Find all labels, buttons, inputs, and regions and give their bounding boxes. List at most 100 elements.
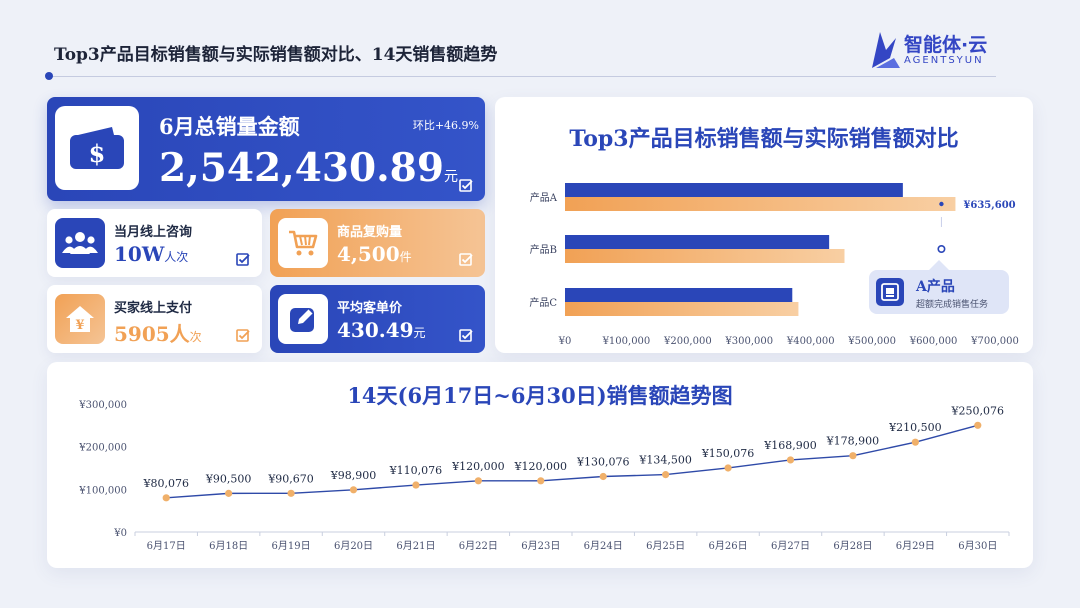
line-data-label: ¥168,900 <box>763 439 817 452</box>
tooltip-subtitle: 超额完成销售任务 <box>916 300 989 310</box>
bar-chart-panel: Top3产品目标销售额与实际销售额对比 产品A ¥635,600 产品B 产品C ¥0 ¥… <box>495 97 1033 353</box>
line-x-tick: 6月25日 <box>646 540 685 552</box>
bar-x-tick: ¥300,000 <box>724 336 773 347</box>
line-data-label: ¥250,076 <box>951 404 1005 417</box>
bar-x-tick: ¥0 <box>558 336 572 347</box>
line-point <box>849 452 857 460</box>
yuan-house-icon: ¥ <box>55 294 105 344</box>
check-icon <box>236 253 250 266</box>
kpi-online-payment-card: ¥ 买家线上支付 5905人次 <box>47 285 262 353</box>
kpi-total-sales-value: 2,542,430.89元 <box>159 145 458 191</box>
line-point <box>911 438 919 446</box>
bar-actual-2 <box>565 302 799 316</box>
kpi-repurchase-unit: 件 <box>399 250 412 264</box>
kpi-online-payment-label: 买家线上支付 <box>114 301 193 316</box>
safe-icon <box>876 278 904 306</box>
bar-callout-dot <box>937 245 946 254</box>
kpi-online-consult-value: 10W人次 <box>114 242 188 266</box>
bar-marker-dot <box>939 201 944 207</box>
kpi-avg-order-label: 平均客单价 <box>337 301 403 316</box>
line-point <box>474 477 482 485</box>
line-x-tick: 6月27日 <box>771 540 810 552</box>
bar-category-label: 产品B <box>530 243 557 256</box>
line-x-tick: 6月28日 <box>833 540 872 552</box>
line-point <box>349 486 358 494</box>
line-x-tick: 6月17日 <box>147 540 186 552</box>
kpi-avg-order-unit: 元 <box>413 326 426 340</box>
bar-x-tick: ¥600,000 <box>909 336 958 347</box>
line-point <box>162 494 170 502</box>
line-x-tick: 6月23日 <box>521 540 560 552</box>
kpi-avg-order-number: 430.49 <box>337 318 414 342</box>
bar-chart-title: Top3产品目标销售额与实际销售额对比 <box>569 126 959 152</box>
kpi-total-sales-unit: 元 <box>443 169 458 185</box>
kpi-online-consult-label: 当月线上咨询 <box>114 225 193 240</box>
line-point <box>724 464 732 472</box>
kpi-avg-order-card: 平均客单价 430.49元 <box>270 285 485 353</box>
line-y-tick: ¥200,000 <box>78 443 127 454</box>
line-y-tick: ¥100,000 <box>78 485 127 496</box>
line-data-label: ¥110,076 <box>389 464 443 477</box>
line-x-tick: 6月21日 <box>396 540 435 552</box>
line-series <box>166 424 978 499</box>
line-y-tick: ¥0 <box>113 528 127 539</box>
bar-x-tick: ¥700,000 <box>970 336 1019 347</box>
kpi-total-sales-card: $ 6月总销量金额 环比+46.9% 2,542,430.89元 <box>47 97 485 201</box>
kpi-total-sales-number: 2,542,430.89 <box>159 145 444 191</box>
bar-target-0 <box>565 183 903 197</box>
line-x-tick: 6月22日 <box>459 540 498 552</box>
kpi-online-payment-unit: 次 <box>189 330 202 344</box>
users-icon <box>55 218 105 268</box>
line-point <box>974 421 982 429</box>
product-a-tooltip: A产品 超额完成销售任务 <box>869 260 1009 314</box>
line-x-tick: 6月19日 <box>272 540 311 552</box>
kpi-growth-rate: 环比+46.9% <box>412 119 479 132</box>
bar-category-label: 产品A <box>530 191 558 204</box>
shopping-cart-icon <box>278 218 328 268</box>
kpi-online-payment-number: 5905人 <box>114 322 190 346</box>
bar-actual-0 <box>565 197 956 211</box>
check-icon <box>459 179 473 192</box>
kpi-total-sales-label: 6月总销量金额 <box>159 114 300 139</box>
kpi-repurchase-value: 4,500件 <box>337 242 412 266</box>
kpi-repurchase-number: 4,500 <box>337 242 400 266</box>
rabbit-logo-icon <box>872 32 900 68</box>
line-data-label: ¥134,500 <box>638 454 692 467</box>
kpi-online-consult-number: 10W <box>114 242 165 266</box>
bar-data-label: ¥635,600 <box>963 200 1015 211</box>
kpi-repurchase-label: 商品复购量 <box>337 225 403 240</box>
line-data-label: ¥210,500 <box>888 421 942 434</box>
title-divider <box>50 76 996 77</box>
line-data-label: ¥150,076 <box>701 447 755 460</box>
kpi-avg-order-value: 430.49元 <box>337 318 426 342</box>
line-data-label: ¥130,076 <box>576 456 630 469</box>
line-x-tick: 6月30日 <box>958 540 997 552</box>
line-x-tick: 6月29日 <box>896 540 935 552</box>
page-title: Top3产品目标销售额与实际销售额对比、14天销售额趋势 <box>54 45 498 65</box>
kpi-online-payment-value: 5905人次 <box>114 318 202 347</box>
line-chart-title: 14天(6月17日~6月30日)销售额趋势图 <box>347 383 733 408</box>
line-point <box>412 481 420 489</box>
check-icon <box>236 329 250 342</box>
line-data-label: ¥178,900 <box>826 435 880 448</box>
line-y-tick: ¥300,000 <box>78 400 127 411</box>
kpi-repurchase-card: 商品复购量 4,500件 <box>270 209 485 277</box>
line-x-tick: 6月26日 <box>709 540 748 552</box>
line-x-tick: 6月24日 <box>584 540 623 552</box>
line-chart-panel: 14天(6月17日~6月30日)销售额趋势图 ¥0 ¥100,000 ¥200,00… <box>47 362 1033 568</box>
line-point <box>662 471 670 479</box>
svg-text:$: $ <box>89 139 106 168</box>
line-data-label: ¥120,000 <box>451 460 505 473</box>
bar-target-2 <box>565 288 793 302</box>
kpi-online-consult-unit: 人次 <box>164 250 189 264</box>
bar-x-tick: ¥200,000 <box>663 336 712 347</box>
line-data-label: ¥98,900 <box>330 469 377 482</box>
line-point <box>599 472 607 481</box>
line-point <box>287 489 295 497</box>
check-icon <box>459 253 473 266</box>
bar-target-1 <box>565 235 830 249</box>
line-point <box>537 477 545 485</box>
line-data-label: ¥120,000 <box>514 460 568 473</box>
tooltip-title: A产品 <box>916 279 955 295</box>
check-icon <box>459 329 473 342</box>
